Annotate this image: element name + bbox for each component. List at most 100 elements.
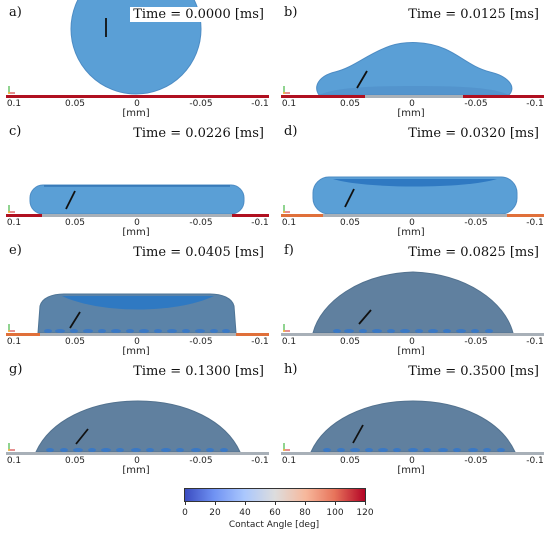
tick-label: -0.1 (526, 218, 544, 228)
tick-label: 0.1 (281, 218, 297, 228)
time-label: Time = 0.0125 [ms] (405, 7, 542, 22)
axis-triad-icon (283, 443, 290, 451)
tick-label: 0.05 (64, 456, 86, 466)
tick-label: -0.1 (251, 99, 269, 109)
time-label: Time = 0.0825 [ms] (405, 245, 542, 260)
droplet-sphere (70, 0, 202, 95)
axis-triad-icon (8, 443, 15, 451)
droplet-spreading (316, 42, 513, 96)
tick-label: 0 (134, 337, 140, 347)
tick-label: 0 (134, 99, 140, 109)
panel-label: b) (284, 5, 298, 20)
tick-label: -0.05 (464, 99, 488, 109)
scale-marker (358, 309, 372, 325)
droplet-recoil-figure (6, 293, 269, 336)
tick-label: 0.1 (6, 337, 22, 347)
tick-label: 0.1 (281, 337, 297, 347)
tick-label: 0 (409, 456, 415, 466)
colorbar-tick-label: 40 (239, 508, 251, 518)
colorbar-tick-mark (335, 501, 336, 505)
droplet-shadow (319, 86, 509, 95)
scale-marker (69, 311, 81, 329)
colorbar-tick-label: 20 (209, 508, 221, 518)
bubble-row (333, 329, 493, 333)
substrate-bar (6, 452, 269, 455)
unit-label: [mm] (397, 346, 425, 355)
unit-label: [mm] (122, 465, 150, 474)
panel-c: Time = 0.0226 [ms] c) 0.1 0.05 0 -0.05 -… (0, 119, 275, 236)
colorbar-tick-mark (365, 501, 366, 505)
colorbar-tick-mark (215, 501, 216, 505)
tick-label: 0.05 (339, 218, 361, 228)
tick-label: -0.1 (251, 218, 269, 228)
scale-marker (352, 424, 364, 444)
substrate-bar (6, 95, 269, 98)
unit-label: [mm] (397, 108, 425, 117)
droplet-cap (35, 400, 241, 453)
time-label: Time = 0.0405 [ms] (130, 245, 267, 260)
scale-marker (75, 428, 89, 445)
droplet-wide-cap-figure (6, 400, 269, 455)
panel-label: a) (9, 5, 22, 20)
unit-label: [mm] (122, 346, 150, 355)
scale-marker (344, 188, 355, 208)
substrate-bar (281, 333, 544, 336)
unit-label: [mm] (122, 227, 150, 236)
time-label: Time = 0.1300 [ms] (130, 364, 267, 379)
panel-h: Time = 0.3500 [ms] h) 0.1 0.05 0 -0.05 -… (275, 357, 550, 474)
tick-label: 0 (134, 456, 140, 466)
tick-label: 0.05 (339, 99, 361, 109)
scale-marker (65, 190, 76, 210)
time-label: Time = 0.0226 [ms] (130, 126, 267, 141)
tick-label: 0 (409, 337, 415, 347)
panel-g: Time = 0.1300 [ms] g) 0.1 0.05 0 -0.05 -… (0, 357, 275, 474)
colorbar-title: Contact Angle [deg] (228, 520, 320, 530)
scale-marker (356, 70, 368, 89)
tick-label: -0.05 (464, 456, 488, 466)
tick-label: 0.1 (6, 99, 22, 109)
tick-label: 0.05 (339, 456, 361, 466)
tick-label: 0 (134, 218, 140, 228)
tick-label: 0.05 (64, 218, 86, 228)
time-label: Time = 0.0000 [ms] (130, 7, 267, 22)
droplet-cap (310, 400, 516, 453)
droplet-tall-cap-figure (281, 271, 544, 336)
tick-label: 0.05 (339, 337, 361, 347)
panel-b: Time = 0.0125 [ms] b) 0.1 0.05 0 -0.05 -… (275, 0, 550, 117)
panel-label: g) (9, 362, 23, 377)
droplet-top-dimple (333, 179, 497, 187)
tick-label: -0.05 (464, 337, 488, 347)
droplet-spreading-figure (281, 42, 544, 98)
tick-label: -0.1 (251, 337, 269, 347)
droplet-cap (312, 271, 514, 334)
time-label: Time = 0.3500 [ms] (405, 364, 542, 379)
colorbar-tick-label: 60 (269, 508, 281, 518)
tick-label: 0 (409, 99, 415, 109)
colorbar-tick-label: 80 (299, 508, 311, 518)
colorbar-tick-label: 0 (182, 508, 188, 518)
tick-label: -0.05 (464, 218, 488, 228)
colorbar-tick-mark (275, 501, 276, 505)
droplet-pancake-figure (6, 184, 269, 217)
unit-label: [mm] (397, 465, 425, 474)
colorbar-gradient (184, 488, 366, 502)
unit-label: [mm] (122, 108, 150, 117)
droplet-pancake (29, 184, 245, 215)
panel-label: h) (284, 362, 298, 377)
tick-label: -0.05 (189, 456, 213, 466)
droplet-sphere-figure (6, 0, 269, 98)
colorbar-tick-mark (185, 501, 186, 505)
time-label: Time = 0.0320 [ms] (405, 126, 542, 141)
bubble-row (323, 448, 505, 452)
panel-d: Time = 0.0320 [ms] d) 0.1 0.05 0 -0.05 -… (275, 119, 550, 236)
substrate-wet-zone (40, 333, 236, 336)
colorbar-tick-label: 120 (356, 508, 374, 518)
tick-label: -0.05 (189, 337, 213, 347)
tick-label: -0.05 (189, 99, 213, 109)
tick-label: 0.1 (281, 456, 297, 466)
tick-label: 0.1 (6, 218, 22, 228)
substrate-wet-zone (323, 214, 507, 217)
panel-f: Time = 0.0825 [ms] f) 0.1 0.05 0 -0.05 -… (275, 238, 550, 355)
panel-label: f) (284, 243, 294, 258)
tick-label: 0 (409, 218, 415, 228)
